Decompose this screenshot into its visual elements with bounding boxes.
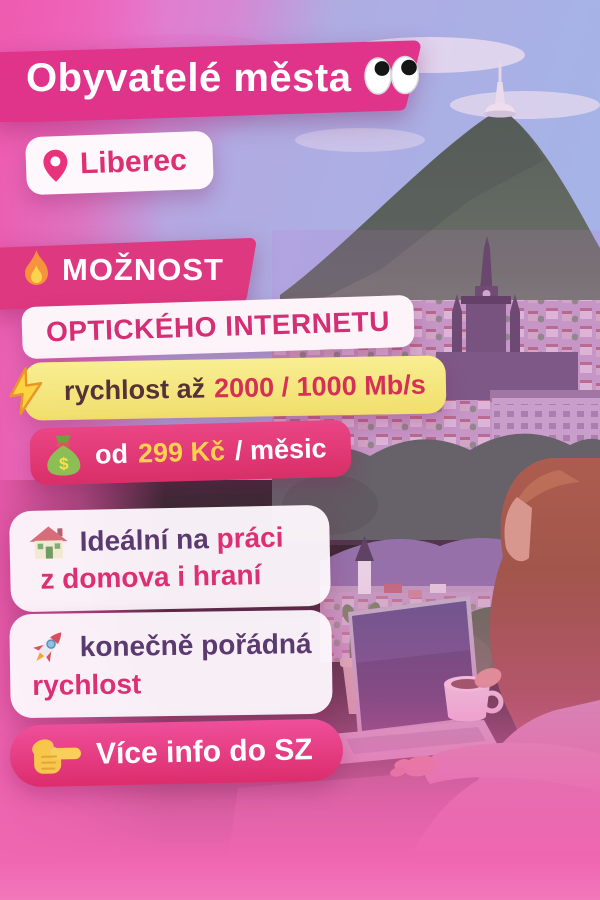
money-bag-icon: $	[47, 435, 81, 476]
speed-prefix: rychlost až	[63, 373, 206, 406]
tv-tower	[484, 62, 516, 118]
location-label: Liberec	[79, 143, 188, 181]
benefit2-text-dark: konečně pořádná	[79, 627, 312, 662]
offer-subheadline: OPTICKÉHO INTERNETU	[45, 305, 391, 348]
fire-icon	[25, 250, 48, 285]
svg-text:$: $	[59, 454, 70, 473]
benefit1-text-dark: Ideální na	[79, 523, 210, 557]
headline-title: Obyvatelé města	[26, 56, 352, 100]
cta-label: Více info do SZ	[95, 733, 313, 771]
price-suffix: / měsic	[234, 433, 327, 466]
location-badge: Liberec	[25, 130, 214, 196]
speed-badge: rychlost až 2000 / 1000 Mb/s	[9, 355, 447, 421]
price-prefix: od	[94, 438, 129, 470]
price-badge: $ od 299 Kč / měsic	[29, 419, 352, 486]
house-icon	[29, 526, 68, 559]
location-pin-icon	[43, 149, 68, 182]
benefit2-line2: rychlost	[32, 668, 142, 701]
speed-value: 2000 / 1000 Mb/s	[213, 369, 426, 403]
benefit-card-work: Ideální na práci z domova i hraní	[8, 504, 332, 613]
eyes-icon	[364, 55, 420, 95]
offer-headline: MOŽNOST	[62, 252, 224, 287]
benefit-card-speed: konečně pořádná rychlost	[9, 609, 333, 719]
offer-ribbon-shape	[0, 238, 256, 310]
benefit1-line2: z domova i hraní	[40, 559, 262, 595]
headline-banner: Obyvatelé města	[0, 40, 446, 122]
price-amount: 299 Kč	[137, 436, 226, 469]
lightning-icon	[9, 367, 43, 416]
rocket-icon	[33, 632, 62, 663]
pointing-finger-icon	[32, 739, 81, 774]
benefit1-text-pink: práci	[216, 521, 284, 555]
cta-button[interactable]: Více info do SZ	[9, 718, 344, 788]
offer-headline-banner: MOŽNOST	[0, 236, 282, 312]
headline-ribbon-shape	[0, 40, 421, 122]
